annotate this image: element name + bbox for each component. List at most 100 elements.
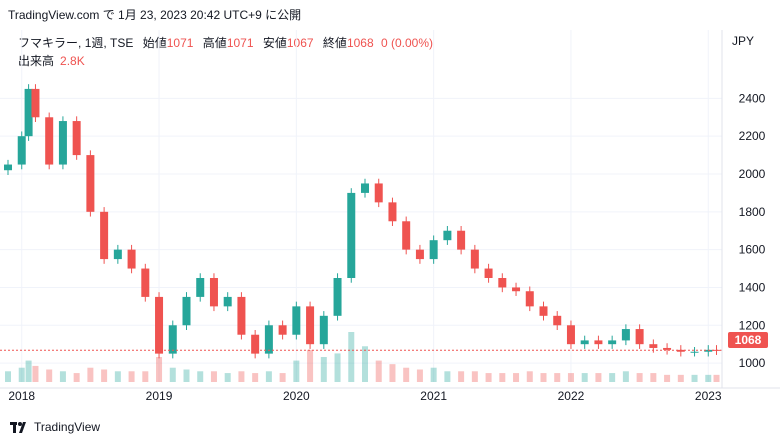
volume-bar — [32, 365, 39, 382]
volume-bar — [636, 373, 643, 382]
volume-bar — [320, 357, 327, 382]
y-tick-label: 2200 — [739, 129, 766, 143]
x-tick-label: 2020 — [283, 389, 310, 403]
volume-bar — [252, 373, 259, 382]
volume-bar — [73, 373, 80, 382]
symbol-info: フマキラー, 1週, TSE 始値1071 高値1071 安値1067 終値10… — [18, 36, 434, 50]
close-label: 終値 — [322, 36, 347, 50]
volume-bar — [293, 360, 300, 382]
candle-body — [512, 287, 521, 292]
candle-body — [141, 268, 150, 297]
low-label: 安値 — [262, 36, 287, 50]
volume-bar — [362, 346, 368, 382]
symbol-name[interactable]: フマキラー — [18, 36, 79, 50]
volume-bar — [526, 371, 533, 382]
close-value: 1068 — [346, 36, 374, 50]
candle-body — [566, 325, 575, 345]
published-caption: TradingView.com で 1月 23, 2023 20:42 UTC+… — [8, 8, 302, 22]
candle-body — [649, 344, 658, 348]
currency-label[interactable]: JPY — [732, 34, 755, 48]
candle-body — [676, 349, 685, 352]
volume-bar — [169, 367, 176, 382]
volume-bar — [46, 369, 53, 382]
volume-bar — [265, 371, 272, 382]
candle-body — [127, 249, 136, 269]
volume-bar — [101, 369, 108, 382]
candle-body — [539, 306, 548, 316]
candle-body — [24, 88, 33, 137]
high-label: 高値 — [202, 36, 227, 50]
candle-body — [484, 268, 493, 278]
volume-bar — [183, 369, 190, 382]
x-tick-label: 2021 — [420, 389, 447, 403]
candle-body — [525, 291, 534, 307]
volume-bar — [554, 373, 561, 382]
candle-body — [347, 192, 356, 278]
candle-body — [168, 325, 177, 354]
price-axis[interactable]: 1000 1200 1400 1600 1800 2000 2200 2400 — [721, 30, 766, 388]
y-tick-label: 1600 — [739, 243, 766, 257]
volume-bar — [334, 353, 341, 382]
candle-body — [402, 221, 411, 250]
candle-body — [621, 329, 630, 341]
grid-lines — [0, 30, 722, 382]
volume-bar — [485, 373, 492, 382]
candle-body — [100, 211, 109, 260]
volume-bar — [471, 371, 478, 382]
candle-body — [72, 121, 81, 156]
candle-body — [223, 296, 232, 307]
volume-bar — [567, 373, 574, 382]
candle-body — [704, 349, 713, 352]
volume-bar — [348, 332, 355, 382]
volume-bar — [279, 373, 286, 382]
volume-bar — [375, 360, 382, 382]
volume-bar — [156, 357, 163, 382]
candle-body — [113, 249, 122, 260]
x-tick-label: 2018 — [8, 389, 35, 403]
volume-bar — [705, 374, 712, 382]
candle-body — [361, 183, 369, 193]
volume-bar — [622, 371, 629, 382]
volume-bar — [513, 373, 520, 382]
candle-body — [333, 278, 342, 316]
x-tick-label: 2023 — [695, 389, 722, 403]
last-price-badge: 1068 — [728, 332, 768, 348]
y-tick-label: 1800 — [739, 205, 766, 219]
volume-bar — [403, 367, 410, 382]
volume-info: 出来高 2.8K — [18, 52, 85, 69]
candle-body — [17, 136, 26, 165]
volume-bar — [664, 374, 671, 382]
volume-bar — [210, 371, 217, 382]
time-axis[interactable]: 2018 2019 2020 2021 2022 2023 — [0, 387, 780, 403]
candle-body — [594, 340, 603, 345]
exchange: TSE — [110, 36, 134, 50]
y-tick-label: 1400 — [739, 280, 766, 294]
candle-body — [306, 306, 315, 345]
volume-bar — [458, 371, 465, 382]
candle-body — [58, 121, 67, 165]
low-value: 1067 — [286, 36, 314, 50]
interval[interactable]: 1週 — [84, 36, 104, 50]
volume-bar — [581, 373, 588, 382]
volume-bar — [142, 371, 149, 382]
volume-bar — [25, 360, 32, 382]
candle-body — [196, 278, 205, 297]
volume-bar — [238, 371, 245, 382]
candle-body — [388, 202, 397, 222]
candle-body — [237, 296, 246, 335]
candle-body — [292, 306, 301, 335]
volume-bar — [307, 349, 314, 382]
candle-body — [470, 249, 479, 269]
y-tick-label: 2000 — [739, 167, 766, 181]
change-value: 0 (0.00%) — [380, 36, 434, 50]
candle-body — [182, 296, 191, 326]
volume-bar — [713, 374, 720, 382]
tradingview-footer[interactable]: TradingView — [10, 420, 100, 434]
candle-body — [374, 183, 383, 203]
volume-bar — [430, 367, 437, 382]
y-tick-label: 2400 — [739, 91, 766, 105]
y-tick-label: 1000 — [739, 356, 766, 370]
candle-body — [31, 88, 40, 118]
volume-bar — [197, 371, 204, 382]
